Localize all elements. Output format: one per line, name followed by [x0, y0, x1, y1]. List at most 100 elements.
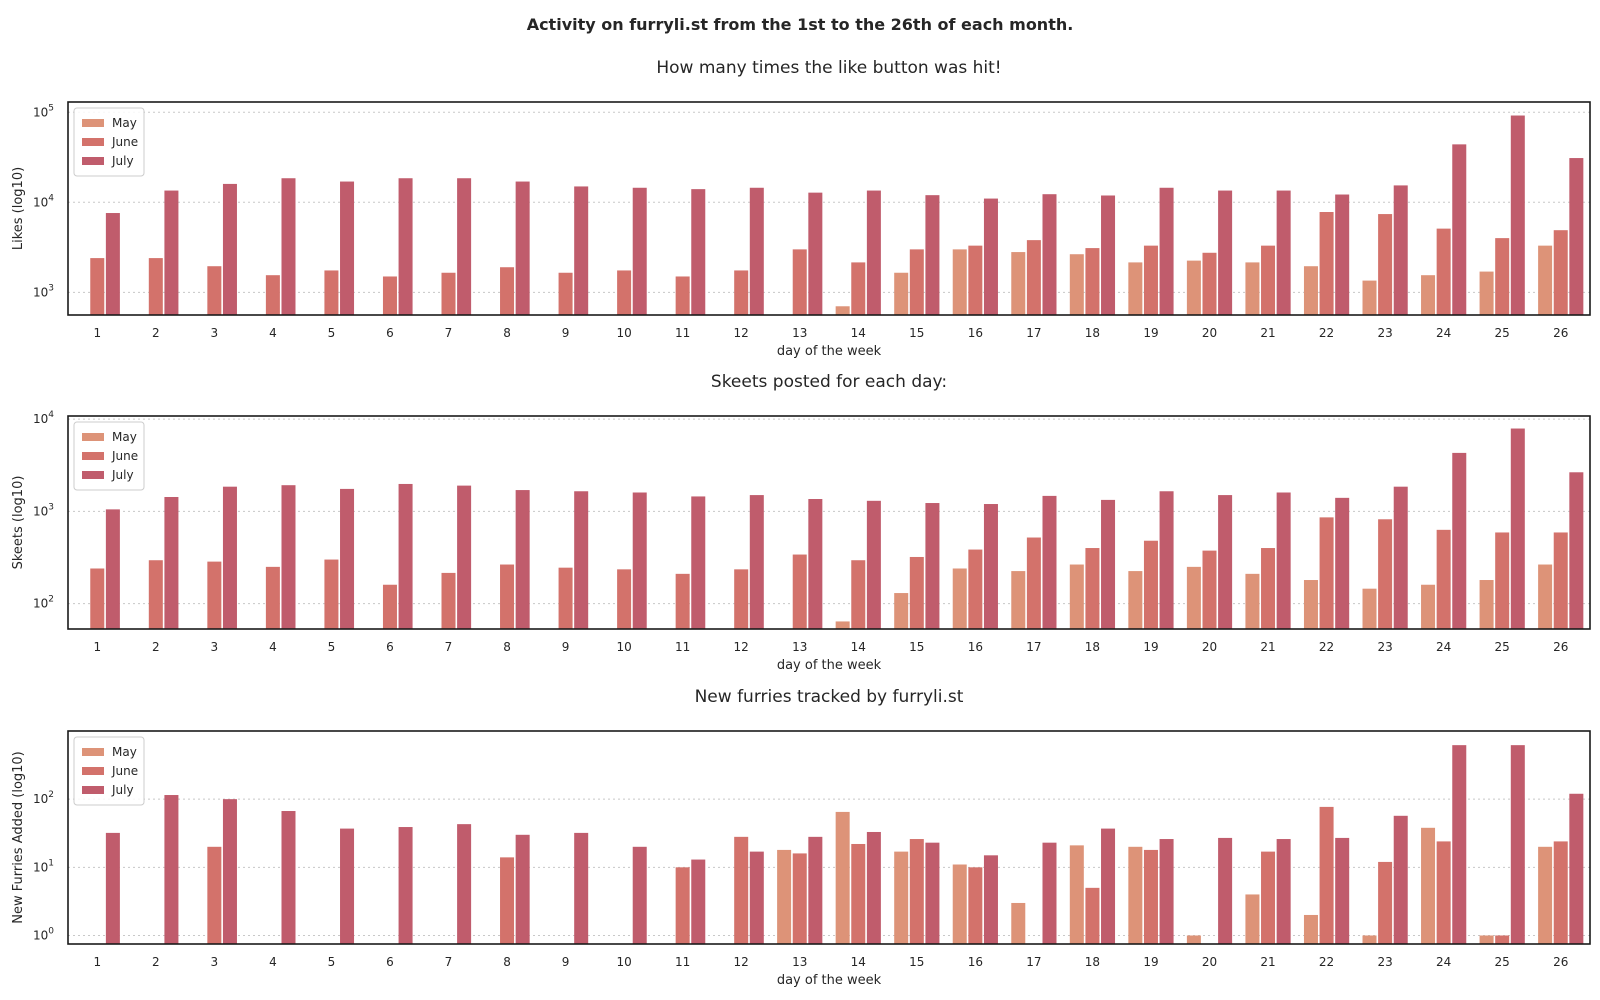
- x-tick-label: 7: [445, 640, 453, 654]
- x-tick-label: 5: [328, 326, 336, 340]
- bar-june-day-25: [1495, 935, 1510, 944]
- x-tick-label: 15: [909, 955, 924, 969]
- y-axis-label: Skeets (log10): [11, 476, 26, 570]
- legend: May June July: [73, 421, 145, 491]
- bar-may-day-21: [1245, 573, 1260, 629]
- x-tick-label: 16: [968, 326, 983, 340]
- bar-may-day-26: [1538, 846, 1553, 944]
- x-tick-label: 22: [1319, 955, 1334, 969]
- bar-july-day-18: [1101, 499, 1116, 629]
- bar-june-day-23: [1378, 861, 1393, 944]
- bar-july-day-9: [574, 832, 589, 944]
- x-tick-label: 9: [562, 326, 570, 340]
- x-tick-label: 14: [851, 955, 866, 969]
- x-tick-label: 23: [1377, 640, 1392, 654]
- bar-may-day-14: [835, 811, 850, 944]
- bar-may-day-24: [1421, 827, 1436, 944]
- bar-july-day-5: [340, 488, 355, 629]
- bar-july-day-5: [340, 828, 355, 944]
- bar-july-day-21: [1276, 839, 1291, 944]
- x-tick-label: 20: [1202, 955, 1217, 969]
- bar-july-day-22: [1335, 837, 1350, 944]
- bar-june-day-7: [441, 272, 456, 315]
- x-tick-label: 18: [1085, 640, 1100, 654]
- legend: May June July: [73, 107, 145, 177]
- bar-may-day-20: [1186, 935, 1201, 944]
- x-tick-label: 11: [675, 326, 690, 340]
- bar-june-day-9: [558, 272, 573, 315]
- x-tick-label: 8: [503, 955, 511, 969]
- bar-june-day-11: [675, 573, 690, 629]
- bar-may-day-21: [1245, 262, 1260, 315]
- x-tick-label: 8: [503, 326, 511, 340]
- bar-june-day-4: [265, 275, 280, 315]
- x-tick-label: 21: [1260, 955, 1275, 969]
- bar-june-day-22: [1319, 806, 1334, 944]
- bar-may-day-21: [1245, 894, 1260, 944]
- bar-july-day-3: [222, 486, 237, 629]
- x-tick-label: 19: [1143, 640, 1158, 654]
- bar-july-day-24: [1452, 745, 1467, 944]
- bar-july-day-7: [457, 824, 472, 944]
- bar-june-day-18: [1085, 887, 1100, 944]
- legend: May June July: [73, 736, 145, 806]
- x-tick-label: 1: [93, 640, 101, 654]
- bar-july-day-11: [691, 189, 706, 315]
- bar-july-day-13: [808, 836, 823, 944]
- bar-june-day-26: [1553, 230, 1568, 315]
- bar-may-day-14: [835, 621, 850, 629]
- y-tick-label: 104: [33, 410, 54, 426]
- bar-july-day-22: [1335, 194, 1350, 315]
- bar-june-day-10: [617, 270, 632, 315]
- x-tick-label: 4: [269, 955, 277, 969]
- y-tick-label: 103: [33, 283, 54, 299]
- bar-july-day-19: [1159, 839, 1174, 944]
- bar-may-day-16: [952, 864, 967, 944]
- x-tick-label: 6: [386, 955, 394, 969]
- legend-swatch-july: [82, 157, 104, 165]
- bar-june-day-12: [734, 836, 749, 944]
- bar-june-day-21: [1261, 548, 1276, 629]
- x-tick-label: 11: [675, 640, 690, 654]
- bar-june-day-16: [968, 245, 983, 315]
- bar-july-day-20: [1218, 837, 1233, 944]
- bar-may-day-25: [1479, 935, 1494, 944]
- bar-may-day-19: [1128, 571, 1143, 629]
- bar-july-day-16: [983, 855, 998, 944]
- bar-july-day-13: [808, 499, 823, 629]
- bar-july-day-2: [164, 190, 179, 315]
- x-tick-label: 5: [328, 955, 336, 969]
- bar-july-day-12: [749, 851, 764, 944]
- bar-may-day-16: [952, 249, 967, 315]
- bar-june-day-6: [382, 584, 397, 629]
- bar-july-day-25: [1510, 428, 1525, 629]
- legend-label-july: July: [111, 468, 134, 482]
- bar-june-day-22: [1319, 517, 1334, 629]
- x-tick-label: 25: [1495, 326, 1510, 340]
- x-axis-label: day of the week: [777, 973, 882, 988]
- bar-june-day-17: [1026, 537, 1041, 629]
- bar-july-day-1: [105, 509, 120, 629]
- bar-july-day-18: [1101, 828, 1116, 944]
- legend-swatch-may: [82, 119, 104, 127]
- y-tick-label: 102: [33, 790, 54, 806]
- legend-swatch-june: [82, 138, 104, 146]
- x-tick-label: 13: [792, 955, 807, 969]
- x-tick-label: 26: [1553, 640, 1568, 654]
- bar-july-day-9: [574, 491, 589, 629]
- bar-may-day-23: [1362, 280, 1377, 315]
- bar-july-day-7: [457, 178, 472, 315]
- bar-july-day-15: [925, 195, 940, 315]
- x-tick-label: 2: [152, 955, 160, 969]
- bar-june-day-24: [1436, 228, 1451, 315]
- bar-june-day-2: [148, 560, 163, 629]
- bar-june-day-1: [90, 258, 105, 315]
- bar-july-day-16: [983, 504, 998, 629]
- bar-may-day-26: [1538, 245, 1553, 315]
- axes-frame: [67, 101, 1591, 316]
- bar-may-day-22: [1303, 914, 1318, 944]
- x-tick-label: 3: [211, 640, 219, 654]
- bar-july-day-7: [457, 485, 472, 629]
- x-tick-label: 13: [792, 640, 807, 654]
- bar-may-day-19: [1128, 846, 1143, 944]
